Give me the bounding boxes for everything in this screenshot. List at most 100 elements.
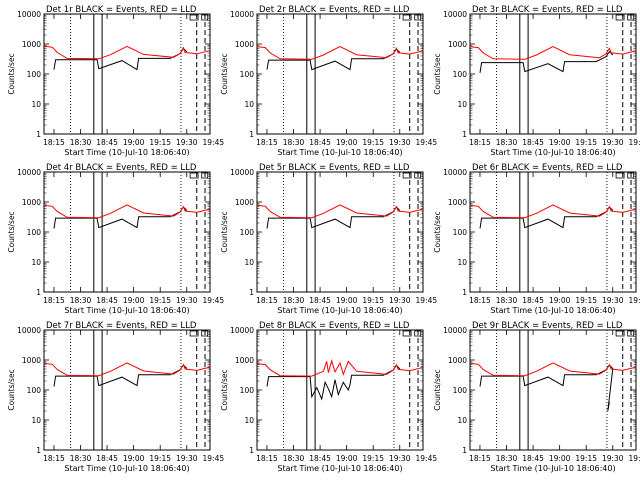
lld-line (256, 46, 424, 60)
y-axis-label: Counts/sec (220, 211, 229, 252)
legend-box (402, 14, 412, 21)
y-tick-label: 100 (240, 386, 255, 395)
x-tick-label: 18:15 (469, 296, 491, 305)
x-tick-label: 18:15 (256, 296, 278, 305)
legend-box (615, 14, 625, 21)
panel-det-5: Det 5r BLACK = Events, RED = LLD 1 10 100 10… (220, 163, 437, 315)
lld-line (256, 358, 424, 377)
x-tick-label: 18:15 (256, 138, 278, 147)
x-tick-label: 18:45 (96, 296, 118, 305)
y-axis-label: Counts/sec (220, 369, 229, 410)
x-tick-label: 19:30 (602, 296, 624, 305)
x-tick-label: 19:15 (362, 138, 384, 147)
x-axis-label: Start Time (10-Jul-10 18:06:40) (490, 148, 615, 157)
x-tick-label: 18:15 (469, 454, 491, 463)
lld-line (469, 362, 637, 377)
panel-det-9: Det 9r BLACK = Events, RED = LLD 1 10 100 10… (433, 321, 640, 473)
panel-title: Det 2r BLACK = Events, RED = LLD (259, 5, 410, 15)
y-tick-label: 10 (457, 100, 467, 109)
x-tick-label: 19:30 (176, 296, 198, 305)
x-tick-label: 18:15 (469, 138, 491, 147)
x-tick-label: 18:15 (43, 138, 65, 147)
y-tick-label: 1000 (235, 40, 254, 49)
y-tick-label: 100 (27, 386, 42, 395)
x-tick-label: 19:30 (389, 454, 411, 463)
x-tick-label: 19:15 (362, 454, 384, 463)
legend-box (402, 172, 412, 179)
events-line (53, 47, 188, 71)
x-tick-label: 18:45 (522, 296, 544, 305)
y-tick-label: 10000 (230, 168, 254, 177)
x-tick-label: 19:00 (336, 138, 358, 147)
y-tick-label: 10 (244, 100, 254, 109)
x-tick-label: 19:45 (203, 454, 225, 463)
y-tick-label: 100 (453, 70, 468, 79)
lld-line (43, 204, 211, 219)
lld-line (43, 45, 211, 60)
x-tick-label: 19:45 (629, 454, 640, 463)
x-tick-label: 19:15 (362, 296, 384, 305)
x-tick-label: 19:15 (149, 138, 171, 147)
x-axis-label: Start Time (10-Jul-10 18:06:40) (490, 306, 615, 315)
panel-det-6: Det 6r BLACK = Events, RED = LLD 1 10 100 10… (433, 163, 640, 315)
x-tick-label: 18:45 (522, 454, 544, 463)
x-axis-label: Start Time (10-Jul-10 18:06:40) (64, 148, 189, 157)
y-tick-label: 1 (249, 446, 254, 455)
legend-box (189, 14, 199, 21)
y-tick-label: 1000 (448, 356, 467, 365)
x-tick-label: 18:30 (496, 138, 518, 147)
x-tick-label: 18:30 (283, 138, 305, 147)
y-tick-label: 10000 (443, 168, 467, 177)
y-tick-label: 10 (31, 100, 41, 109)
x-tick-label: 18:30 (70, 296, 92, 305)
x-tick-label: 18:15 (43, 454, 65, 463)
y-tick-label: 10000 (17, 326, 41, 335)
y-tick-label: 10 (457, 416, 467, 425)
x-tick-label: 19:00 (549, 454, 571, 463)
x-axis-label: Start Time (10-Jul-10 18:06:40) (64, 306, 189, 315)
x-tick-label: 18:45 (309, 454, 331, 463)
x-tick-label: 18:15 (43, 296, 65, 305)
y-tick-label: 1 (462, 288, 467, 297)
panel-det-2: Det 2r BLACK = Events, RED = LLD 1 10 100 10… (220, 5, 437, 157)
x-tick-label: 18:30 (496, 454, 518, 463)
plot-frame (43, 329, 211, 451)
y-tick-label: 1 (462, 446, 467, 455)
plot-frame (469, 13, 637, 135)
panel-title: Det 5r BLACK = Events, RED = LLD (259, 163, 410, 173)
y-tick-label: 100 (27, 70, 42, 79)
y-tick-label: 1000 (235, 356, 254, 365)
x-tick-label: 18:30 (496, 296, 518, 305)
x-tick-label: 19:00 (336, 296, 358, 305)
y-axis-label: Counts/sec (433, 211, 442, 252)
y-tick-label: 1 (249, 130, 254, 139)
legend-box (189, 330, 199, 337)
y-tick-label: 1 (249, 288, 254, 297)
panel-det-1: Det 1r BLACK = Events, RED = LLD 1 10 100 10… (7, 5, 224, 157)
y-tick-label: 10 (457, 258, 467, 267)
x-axis-label: Start Time (10-Jul-10 18:06:40) (490, 464, 615, 473)
lld-line (43, 362, 211, 377)
legend-box (402, 330, 412, 337)
y-tick-label: 100 (240, 70, 255, 79)
x-tick-label: 18:30 (70, 138, 92, 147)
y-tick-label: 10 (244, 416, 254, 425)
x-tick-label: 18:45 (96, 138, 118, 147)
y-tick-label: 10000 (443, 10, 467, 19)
y-axis-label: Counts/sec (433, 53, 442, 94)
y-axis-label: Counts/sec (7, 53, 16, 94)
plot-frame (469, 329, 637, 451)
y-tick-label: 1 (36, 288, 41, 297)
lld-line (469, 204, 637, 219)
x-tick-label: 19:00 (549, 138, 571, 147)
y-tick-label: 100 (27, 228, 42, 237)
y-tick-label: 1000 (22, 198, 41, 207)
x-tick-label: 19:45 (203, 138, 225, 147)
x-tick-label: 19:45 (416, 454, 438, 463)
y-tick-label: 10000 (17, 168, 41, 177)
panel-title: Det 3r BLACK = Events, RED = LLD (472, 5, 623, 15)
x-tick-label: 19:00 (549, 296, 571, 305)
panel-det-7: Det 7r BLACK = Events, RED = LLD 1 10 100 10… (7, 321, 224, 473)
x-tick-label: 19:00 (123, 296, 145, 305)
plot-frame (256, 171, 424, 293)
